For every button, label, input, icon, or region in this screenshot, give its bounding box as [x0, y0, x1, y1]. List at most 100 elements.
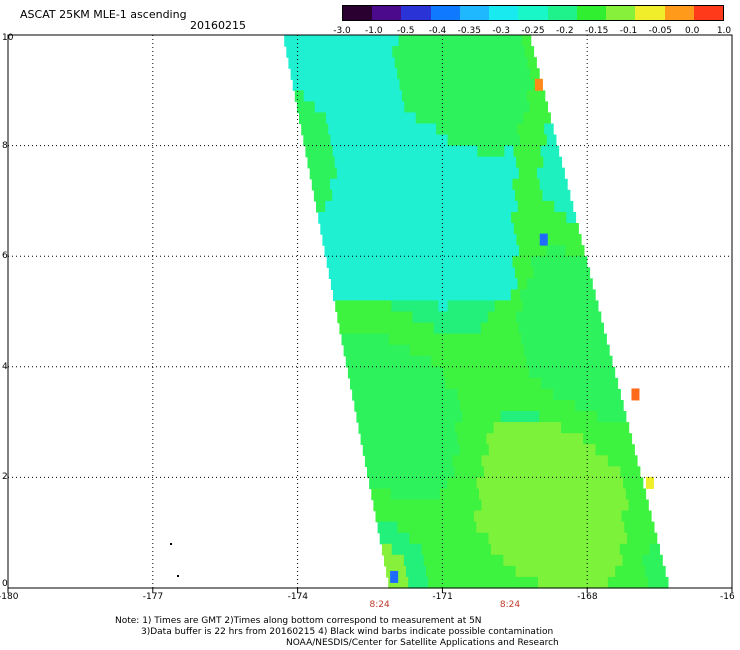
swath-cell: [365, 46, 376, 58]
swath-cell: [442, 112, 453, 125]
swath-cell: [443, 411, 454, 423]
swath-cell: [384, 223, 395, 235]
y-tick-label: 6: [2, 251, 8, 262]
swath-cell: [504, 223, 515, 235]
swath-cell: [452, 322, 463, 335]
swath-cell: [461, 234, 471, 246]
swath-cell: [343, 245, 353, 257]
swath-cell: [427, 167, 438, 180]
swath-cell: [490, 366, 501, 379]
swath-cell: [513, 35, 523, 47]
swath-cell: [407, 35, 417, 47]
swath-cell: [539, 455, 551, 467]
swath-cell: [470, 234, 480, 246]
swath-cell: [554, 433, 565, 445]
swath-cell: [391, 344, 402, 357]
swath-cell: [405, 189, 415, 202]
swath-cell: [545, 565, 557, 578]
swath-cell: [515, 565, 527, 578]
swath-cell: [494, 68, 505, 80]
swath-cell: [497, 355, 508, 368]
swath-cell: [414, 411, 425, 423]
swath-cell: [396, 466, 407, 478]
swath-cell: [496, 189, 507, 202]
swath-cell: [290, 68, 301, 80]
swath-cell: [377, 322, 388, 335]
swath-cell: [420, 134, 431, 147]
swath-cell: [424, 510, 436, 523]
swath-cell: [430, 223, 441, 235]
swath-cell: [469, 444, 480, 456]
swath-cell: [417, 79, 427, 91]
swath-cell: [417, 245, 428, 257]
swath-cell: [403, 267, 414, 279]
swath-cell: [477, 35, 488, 47]
swath-cell: [357, 134, 367, 147]
swath-cell: [561, 466, 573, 478]
swath-cell: [434, 156, 445, 169]
swath-cell: [373, 499, 384, 512]
swath-cell: [486, 477, 497, 490]
swath-cell: [464, 510, 475, 523]
swath-cell: [623, 477, 634, 490]
swath-cell: [631, 510, 642, 523]
swath-cell: [396, 189, 406, 202]
swath-cell: [580, 267, 591, 279]
swath-cell: [552, 267, 563, 279]
swath-cell: [408, 576, 419, 589]
swath-cell: [361, 245, 372, 257]
swath-cell: [414, 322, 425, 335]
swath-cell: [503, 256, 513, 268]
swath-cell: [527, 444, 538, 456]
swath-cell: [374, 355, 385, 368]
swath-cell: [584, 322, 595, 335]
swath-cell: [409, 532, 420, 545]
swath-cell: [419, 532, 430, 545]
swath-cell: [613, 477, 624, 490]
swath-cell: [346, 79, 356, 91]
swath-cell: [481, 200, 491, 213]
swath-cell: [505, 388, 516, 401]
swath-cell: [602, 355, 613, 368]
swath-cell: [426, 79, 436, 91]
swath-cell: [371, 156, 381, 169]
swath-cell: [393, 499, 404, 512]
swath-cell: [347, 267, 358, 279]
colorbar-label: -0.15: [585, 26, 609, 36]
swath-cell: [479, 156, 490, 169]
swath-cell: [559, 455, 570, 467]
swath-cell: [538, 532, 549, 545]
swath-cell: [505, 189, 516, 202]
swath-cell: [483, 377, 494, 390]
swath-cell: [343, 68, 354, 80]
swath-cell: [627, 455, 638, 467]
swath-cell: [605, 444, 616, 456]
swath-cell: [357, 178, 368, 191]
swath-cell: [597, 411, 608, 423]
swath-cell: [518, 57, 529, 69]
swath-cell: [599, 344, 610, 357]
swath-cell: [606, 488, 617, 501]
swath-cell: [480, 322, 491, 335]
swath-cell: [589, 499, 600, 512]
swath-cell: [557, 212, 567, 224]
swath-cell: [323, 101, 334, 114]
swath-cell: [493, 422, 504, 434]
swath-cell: [527, 57, 537, 69]
swath-cell: [486, 35, 497, 47]
swath-cell: [425, 466, 436, 478]
swath-cell: [598, 455, 609, 467]
swath-cell: [357, 366, 368, 379]
swath-cell: [515, 46, 526, 58]
swath-cell: [591, 388, 602, 401]
swath-cell: [299, 112, 309, 125]
swath-cell: [362, 444, 374, 456]
swath-cell: [346, 167, 356, 180]
swath-cell: [389, 156, 399, 169]
swath-cell: [638, 499, 649, 512]
swath-cell: [410, 488, 421, 501]
swath-cell: [585, 289, 596, 302]
swath-cell: [541, 223, 552, 235]
swath-cell: [519, 245, 529, 257]
swath-cell: [368, 278, 379, 290]
